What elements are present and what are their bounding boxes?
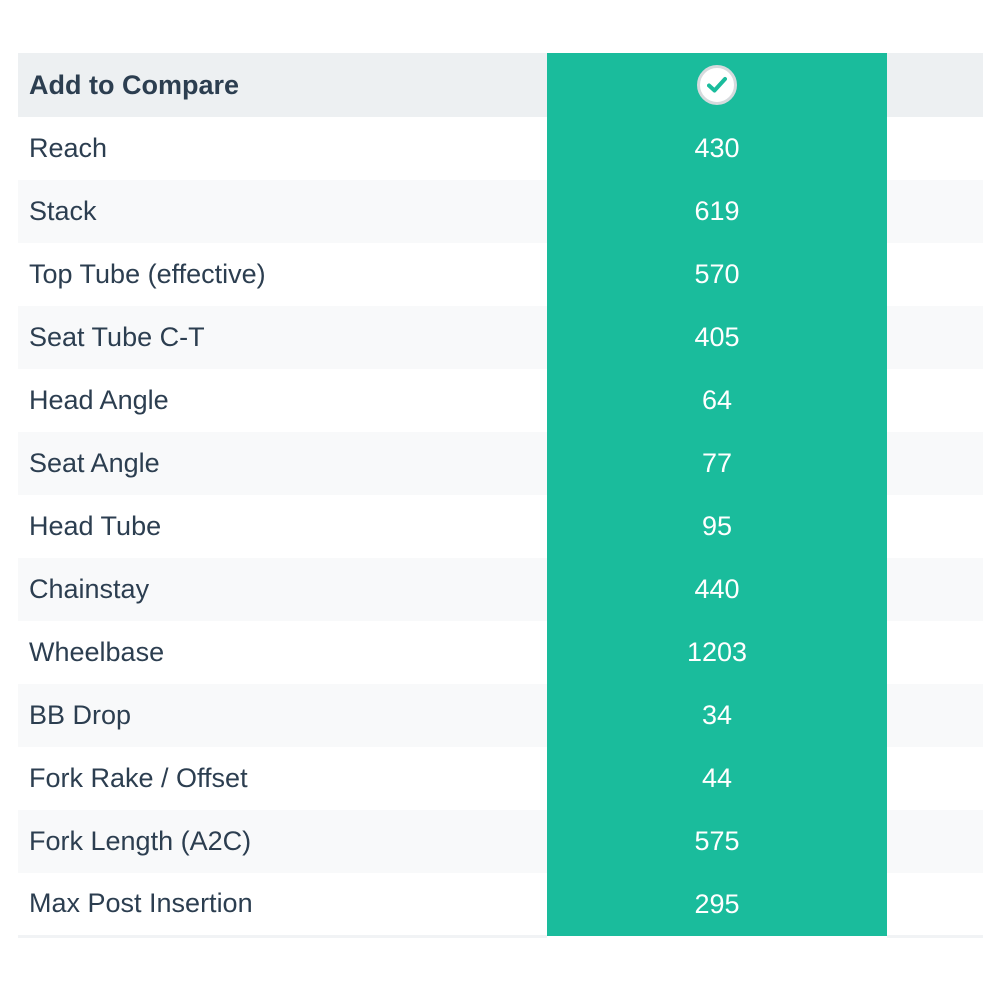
row-value: 95: [547, 495, 887, 558]
row-value: 77: [547, 432, 887, 495]
row-empty-cell: [887, 810, 983, 873]
geometry-table-body: Add to Compare Reach 430 Stack 619 Top Tube …: [18, 53, 983, 938]
row-value: 34: [547, 684, 887, 747]
row-value: 619: [547, 180, 887, 243]
table-row: Head Tube 95: [18, 495, 983, 558]
table-row: Seat Angle 77: [18, 432, 983, 495]
row-value: 570: [547, 243, 887, 306]
row-empty-cell: [887, 621, 983, 684]
geometry-table: Add to Compare Reach 430 Stack 619 Top Tube …: [18, 53, 983, 938]
row-label: Stack: [18, 180, 547, 243]
row-value: 405: [547, 306, 887, 369]
compare-toggle-cell: [547, 53, 887, 117]
compare-header-row: Add to Compare: [18, 53, 983, 117]
row-empty-cell: [887, 495, 983, 558]
row-empty-cell: [887, 180, 983, 243]
row-label: Seat Tube C-T: [18, 306, 547, 369]
row-value: 295: [547, 873, 887, 936]
row-empty-cell: [887, 432, 983, 495]
row-label: Seat Angle: [18, 432, 547, 495]
row-value: 1203: [547, 621, 887, 684]
row-value: 64: [547, 369, 887, 432]
table-row: Reach 430: [18, 117, 983, 180]
table-row: Wheelbase 1203: [18, 621, 983, 684]
row-label: Wheelbase: [18, 621, 547, 684]
table-row: Top Tube (effective) 570: [18, 243, 983, 306]
row-label: Fork Rake / Offset: [18, 747, 547, 810]
table-row: Fork Rake / Offset 44: [18, 747, 983, 810]
row-empty-cell: [887, 117, 983, 180]
row-label: BB Drop: [18, 684, 547, 747]
check-icon: [707, 77, 727, 93]
row-empty-cell: [887, 558, 983, 621]
row-label: Max Post Insertion: [18, 873, 547, 938]
row-empty-cell: [887, 243, 983, 306]
add-to-compare-label: Add to Compare: [18, 53, 547, 117]
row-value: 440: [547, 558, 887, 621]
row-empty-cell: [887, 747, 983, 810]
row-value: 44: [547, 747, 887, 810]
table-row: BB Drop 34: [18, 684, 983, 747]
row-empty-cell: [887, 369, 983, 432]
add-to-compare-checkbox[interactable]: [697, 65, 737, 105]
table-row: Chainstay 440: [18, 558, 983, 621]
row-empty-cell: [887, 684, 983, 747]
row-value: 575: [547, 810, 887, 873]
table-row: Stack 619: [18, 180, 983, 243]
row-empty-cell: [887, 873, 983, 938]
header-empty-cell: [887, 53, 983, 117]
row-label: Top Tube (effective): [18, 243, 547, 306]
table-row: Fork Length (A2C) 575: [18, 810, 983, 873]
row-empty-cell: [887, 306, 983, 369]
row-label: Head Tube: [18, 495, 547, 558]
table-row: Seat Tube C-T 405: [18, 306, 983, 369]
table-row: Max Post Insertion 295: [18, 873, 983, 938]
row-label: Chainstay: [18, 558, 547, 621]
table-row: Head Angle 64: [18, 369, 983, 432]
row-label: Head Angle: [18, 369, 547, 432]
row-label: Fork Length (A2C): [18, 810, 547, 873]
row-label: Reach: [18, 117, 547, 180]
row-value: 430: [547, 117, 887, 180]
